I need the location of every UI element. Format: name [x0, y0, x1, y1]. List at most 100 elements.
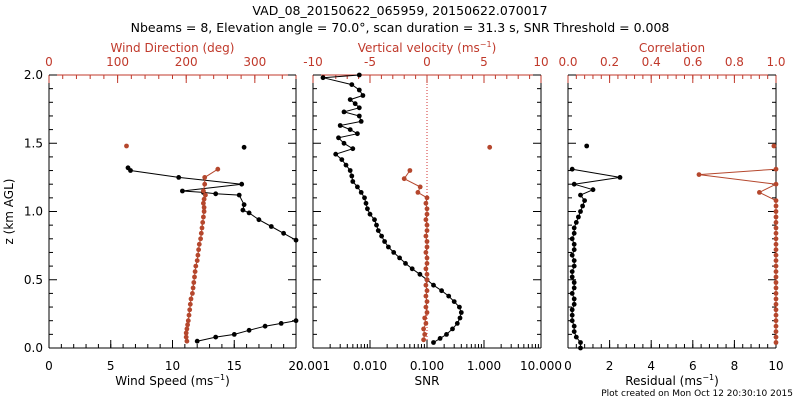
data-point-black — [347, 97, 353, 102]
data-point-red — [424, 195, 430, 201]
data-point-red — [773, 274, 779, 280]
data-point-black — [431, 282, 436, 288]
bottom-tick-label: 10.000 — [520, 359, 562, 373]
bottom-tick-label: 5 — [107, 359, 115, 373]
y-tick-label: 0.0 — [24, 341, 43, 355]
top-tick-label: 0.6 — [683, 55, 702, 69]
data-point-black — [246, 210, 252, 216]
data-point-red — [424, 277, 430, 283]
top-tick-label: -5 — [364, 55, 376, 69]
data-point-black — [262, 323, 268, 329]
data-point-black — [360, 93, 366, 98]
data-point-red — [424, 310, 430, 315]
data-point-black — [231, 332, 237, 337]
data-point-red — [196, 247, 202, 253]
data-point-black — [417, 271, 423, 277]
data-point-red — [194, 258, 200, 263]
data-point-black — [367, 211, 373, 217]
data-point-red — [187, 307, 193, 313]
data-point-red — [773, 203, 779, 209]
data-point-red — [202, 181, 208, 187]
x-axis-label-bottom: Residual (ms−1) — [625, 373, 719, 388]
data-point-black — [391, 250, 397, 255]
data-point-red — [773, 280, 779, 285]
data-point-red — [188, 296, 194, 302]
data-point-black — [358, 190, 364, 195]
data-point-red — [424, 244, 430, 250]
data-point-red — [187, 301, 193, 307]
data-point-red — [424, 228, 430, 234]
data-point-red — [773, 291, 779, 296]
data-point-red — [401, 176, 407, 182]
data-point-black — [320, 75, 326, 81]
data-point-red — [424, 206, 430, 212]
top-tick-label: 5 — [480, 55, 488, 69]
data-point-black — [333, 151, 339, 157]
data-point-black — [356, 87, 362, 93]
data-point-red — [183, 330, 189, 336]
bottom-tick-label: 0.010 — [353, 359, 387, 373]
bottom-tick-label: 2 — [606, 359, 614, 373]
data-point-black — [569, 318, 575, 324]
top-tick-label: 0.4 — [642, 55, 661, 69]
data-point-black — [256, 217, 262, 223]
bottom-tick-label: 0 — [564, 359, 572, 373]
data-point-red — [424, 299, 430, 304]
data-point-black — [343, 162, 349, 168]
data-point-black — [582, 198, 587, 204]
data-point-red — [417, 184, 423, 190]
data-point-red — [199, 225, 205, 231]
data-point-black — [372, 217, 377, 223]
data-point-red — [423, 282, 429, 288]
data-point-red — [184, 326, 190, 332]
y-tick-label: 0.5 — [24, 273, 43, 287]
top-tick-label: 1.0 — [766, 55, 785, 69]
data-point-black — [569, 274, 575, 280]
data-point-red — [203, 192, 208, 198]
data-point-red — [423, 217, 429, 223]
data-point-red — [185, 322, 191, 328]
data-point-black — [569, 307, 575, 313]
data-point-black — [180, 188, 185, 194]
data-point-black — [584, 143, 590, 149]
data-point-red — [192, 274, 197, 280]
data-point-red — [423, 293, 429, 299]
bottom-tick-label: 15 — [227, 359, 242, 373]
data-point-black — [403, 261, 408, 266]
data-point-black — [578, 209, 583, 214]
data-point-black — [457, 315, 463, 321]
data-point-red — [201, 196, 207, 202]
data-point-red — [190, 291, 195, 296]
data-point-black — [617, 175, 623, 180]
data-point-red — [423, 200, 429, 206]
data-point-black — [439, 288, 444, 294]
data-point-black — [571, 247, 577, 253]
data-point-red — [200, 220, 206, 225]
data-point-red — [124, 143, 129, 149]
bottom-tick-label: 8 — [731, 359, 739, 373]
data-point-black — [573, 220, 579, 225]
chart-panel-3: 0 2 4 6 8 10 0.0 0.2 0.4 0.6 0.8 1.0 Residual (ms−1)… — [558, 41, 785, 388]
data-point-red — [421, 337, 426, 343]
data-point-black — [355, 131, 360, 137]
data-point-red — [773, 209, 779, 214]
data-point-red — [198, 230, 204, 236]
data-point-red — [773, 181, 779, 187]
bottom-tick-label: 0.001 — [296, 359, 330, 373]
data-point-red — [424, 288, 430, 294]
data-point-black — [571, 258, 577, 263]
data-point-black — [236, 192, 242, 198]
x-axis-label-top: Wind Direction (deg) — [111, 41, 235, 55]
data-point-red — [424, 255, 430, 261]
data-point-red — [773, 318, 779, 324]
data-point-black — [281, 230, 286, 236]
data-point-red — [773, 252, 779, 258]
top-tick-label: -10 — [303, 55, 323, 69]
data-point-black — [194, 338, 200, 344]
bottom-tick-label: 1.000 — [467, 359, 501, 373]
data-point-red — [773, 269, 779, 274]
data-point-red — [407, 168, 413, 173]
figure-subtitle: Nbeams = 8, Elevation angle = 70.0°, sca… — [131, 20, 670, 35]
data-point-red — [423, 304, 429, 310]
data-point-red — [190, 285, 196, 291]
